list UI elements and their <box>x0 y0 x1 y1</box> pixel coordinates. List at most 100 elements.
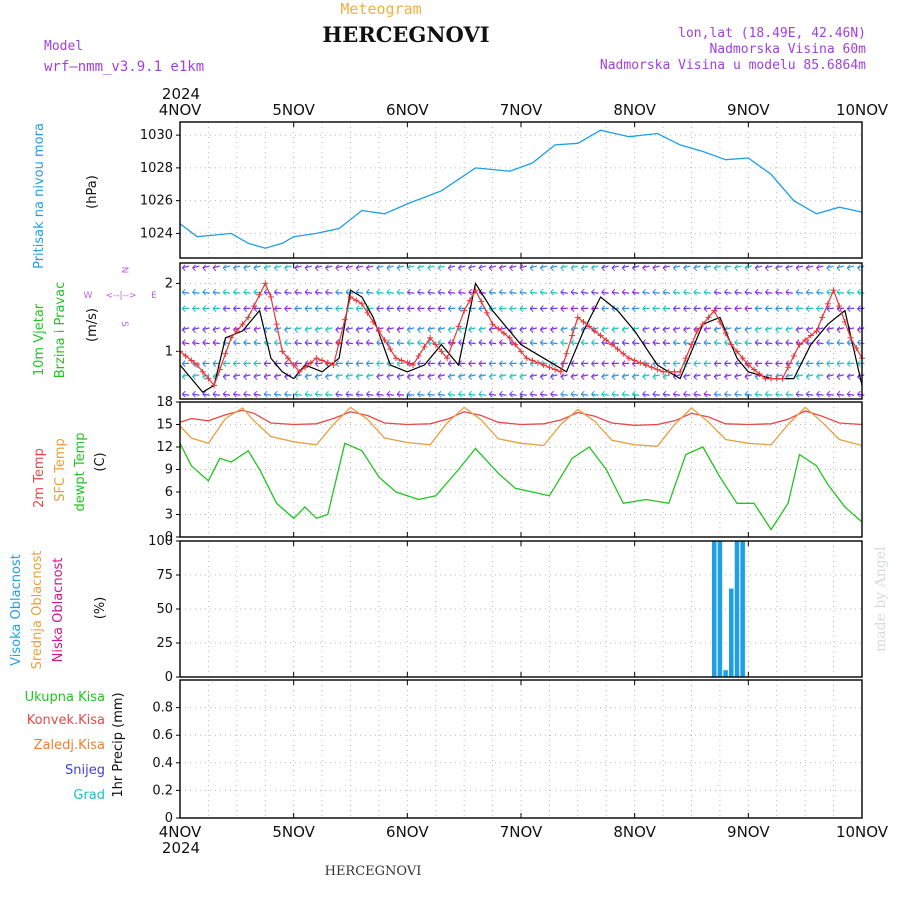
wind-arrow-head <box>539 308 544 312</box>
wind-arrow-head <box>601 326 606 330</box>
wind-arrow-head <box>181 373 186 377</box>
wind-arrow-head <box>304 360 309 364</box>
wind-arrow <box>806 374 814 378</box>
wind-arrow-head <box>222 288 227 293</box>
wind-arrow <box>611 374 619 378</box>
wind-arrow-head <box>478 376 483 380</box>
wind-arrow <box>202 291 210 294</box>
wind-arrow-head <box>550 329 554 333</box>
y-tick-label: 1030 <box>140 128 173 143</box>
model-altitude: Nadmorska Visina u modelu 85.6864m <box>600 58 866 73</box>
wind-arrow-head <box>591 360 595 364</box>
wind-arrow-head <box>222 291 227 296</box>
wind-arrow-head <box>754 326 759 330</box>
wind-arrow <box>366 291 374 294</box>
wind-arrow <box>458 393 466 396</box>
wind-arrow <box>744 327 752 331</box>
wind-arrow <box>540 393 548 396</box>
wind-arrow <box>693 291 701 294</box>
wind-arrow-head <box>304 288 309 293</box>
wind-arrow-head <box>478 305 483 309</box>
wind-arrow-head <box>355 329 360 333</box>
wind-arrow-head <box>386 326 391 330</box>
wind-arrow-head <box>192 393 196 398</box>
wind-arrow <box>509 265 517 269</box>
wind-arrow <box>489 342 497 345</box>
wind-arrow <box>263 265 272 269</box>
wind-arrow <box>489 327 497 331</box>
wind-arrow-head <box>703 267 708 272</box>
wind-arrow-head <box>325 305 329 309</box>
wind-arrow <box>550 342 558 345</box>
wind-arrow-head <box>539 376 544 380</box>
wind-arrow-head <box>396 291 401 296</box>
wind-arrow-head <box>417 342 421 346</box>
wind-arrow-head <box>284 376 288 380</box>
wind-arrow <box>622 342 630 345</box>
wind-arrow-head <box>529 342 534 346</box>
y-tick-label: 25 <box>156 636 173 651</box>
wind-arrow-head <box>325 363 329 367</box>
wind-arrow-head <box>519 329 524 333</box>
wind-arrow-head <box>652 305 657 309</box>
wind-arrow <box>427 327 435 331</box>
wind-arrow-head <box>273 267 278 272</box>
wind-arrow-head <box>693 342 698 346</box>
wind-arrow <box>396 374 405 378</box>
wind-arrow <box>192 342 200 345</box>
wind-arrow-head <box>192 390 196 395</box>
wind-arrow <box>294 265 302 269</box>
wind-arrow-head <box>785 308 790 312</box>
wind-arrow-head <box>734 305 739 309</box>
wind-arrow-head <box>366 360 370 364</box>
wind-arrow-head <box>181 393 186 398</box>
wind-arrow <box>417 374 425 378</box>
wind-arrow-head <box>734 264 739 269</box>
wind-arrow-head <box>304 264 309 269</box>
wind-arrow <box>632 393 640 396</box>
wind-arrow <box>662 327 671 331</box>
wind-arrow-head <box>754 360 759 364</box>
wind-arrow-head <box>386 376 391 380</box>
wind-arrow-head <box>734 360 739 364</box>
wind-arrow-head <box>417 329 421 333</box>
wind-arrow-head <box>355 264 360 269</box>
wind-arrow-head <box>427 360 432 364</box>
wind-arrow <box>478 374 486 378</box>
wind-arrow-head <box>734 363 739 367</box>
wind-arrow <box>499 342 507 345</box>
wind-arrow-head <box>662 373 667 377</box>
wind-arrow <box>325 265 333 269</box>
wind-arrow-head <box>550 342 554 346</box>
wind-arrow-head <box>795 393 800 398</box>
wind-arrow-head <box>376 264 380 269</box>
wind-arrow-head <box>386 264 391 269</box>
temp-2m-line <box>179 409 863 426</box>
wind-arrow-head <box>314 339 319 343</box>
wind-arrow <box>253 265 261 269</box>
wind-arrow-head <box>744 326 749 330</box>
wind-arrow-head <box>212 390 217 395</box>
wind-arrow <box>294 291 302 294</box>
wind-arrow-head <box>468 291 473 296</box>
wind-arrow-head <box>570 291 575 296</box>
wind-arrow-head <box>785 342 790 346</box>
y-tick-label: 0 <box>165 670 173 685</box>
wind-arrow-head <box>785 339 790 343</box>
wind-arrow-head <box>181 329 186 333</box>
wind-arrow-head <box>550 363 554 367</box>
wind-arrow-head <box>724 393 728 398</box>
wind-arrow-head <box>560 339 565 343</box>
wind-arrow-head <box>294 267 299 272</box>
wind-arrow <box>785 374 793 378</box>
wind-arrow-head <box>672 342 677 346</box>
wind-arrow-head <box>314 360 319 364</box>
wind-arrow-head <box>233 373 237 377</box>
wind-arrow-head <box>724 339 728 343</box>
wind-arrow-head <box>805 363 810 367</box>
wind-arrow <box>816 265 824 269</box>
wind-arrow-head <box>652 308 657 312</box>
wind-arrow-head <box>611 393 616 398</box>
wind-arrow-head <box>253 329 258 333</box>
wind-arrow-head <box>273 264 278 269</box>
